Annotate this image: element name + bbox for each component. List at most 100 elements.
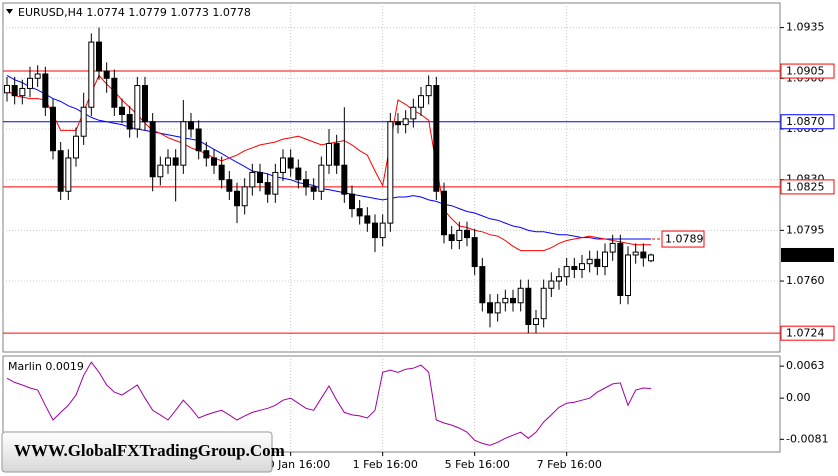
candle-body <box>533 318 539 325</box>
candle-body <box>19 87 26 97</box>
candle-body <box>617 242 624 297</box>
candle-body <box>464 229 470 239</box>
candle-body <box>395 121 401 126</box>
candle-body <box>234 190 240 207</box>
candle-body <box>318 164 325 192</box>
candle-body <box>96 41 102 72</box>
candle-body <box>211 157 217 166</box>
candle-body <box>517 287 524 304</box>
candle-body <box>571 266 578 270</box>
candle-body <box>249 171 256 188</box>
candle-body <box>609 242 616 253</box>
x-tick-label: 1 Feb 16:00 <box>353 458 418 471</box>
candle-body <box>218 164 225 181</box>
candle-body <box>264 182 271 195</box>
candle-body <box>410 106 417 120</box>
level-label-box <box>780 114 835 130</box>
candle-body <box>326 142 332 166</box>
candle-body <box>456 229 463 241</box>
candle-body <box>27 77 33 89</box>
candle-body <box>303 179 309 188</box>
level-label-box <box>780 179 835 195</box>
indicator-tick-label: 0.00 <box>786 391 811 404</box>
candle-body <box>341 164 348 195</box>
candle-body <box>625 254 631 297</box>
candle-body <box>632 251 639 256</box>
candle-body <box>594 258 601 268</box>
level-label: 1.0870 <box>786 115 825 128</box>
y-tick-label: 1.0935 <box>786 21 825 34</box>
annotation-label: 1.0789 <box>665 233 704 246</box>
level-label: 1.0905 <box>786 65 825 78</box>
candle-body <box>356 208 363 217</box>
candle-body <box>502 297 509 304</box>
candle-body <box>510 297 516 304</box>
candle-body <box>556 276 562 282</box>
candle-body <box>402 118 409 126</box>
candle-body <box>42 73 49 108</box>
chart-title: EURUSD,H4 1.0774 1.0779 1.0773 1.0778 <box>18 6 251 19</box>
menu-triangle <box>6 9 13 14</box>
y-tick-label: 1.0760 <box>786 274 825 287</box>
candle-body <box>195 128 202 152</box>
candle-body <box>640 251 647 259</box>
candle-body <box>586 258 593 265</box>
candle-body <box>103 70 110 79</box>
candle-body <box>433 85 440 192</box>
y-tick-label: 1.0795 <box>786 223 825 236</box>
candle-body <box>34 73 41 79</box>
candle-body <box>425 85 432 97</box>
level-label-box <box>780 63 835 79</box>
candle-body <box>295 167 302 181</box>
candle-body <box>372 222 378 239</box>
x-tick-label: 5 Feb 16:00 <box>445 458 510 471</box>
x-tick-label: 30 Jan 16:00 <box>261 458 331 471</box>
candle-body <box>180 121 187 166</box>
indicator-tick-label: 0.0063 <box>786 359 825 372</box>
candle-body <box>65 157 72 192</box>
candle-body <box>73 135 79 159</box>
candle-body <box>364 215 371 224</box>
candle-body <box>149 121 156 178</box>
candle-body <box>111 77 118 108</box>
indicator-title: Marlin 0.0019 <box>8 360 84 373</box>
candle-body <box>471 237 478 268</box>
candle-body <box>157 164 164 178</box>
candle-body <box>494 302 501 314</box>
plot-layer: 1.09351.09001.08651.08301.07951.07600.00… <box>3 3 835 471</box>
candle-body <box>4 85 10 94</box>
candle-body <box>119 106 125 116</box>
x-tick-label: 7 Feb 16:00 <box>537 458 602 471</box>
candle-body <box>479 266 486 304</box>
candle-body <box>525 287 532 325</box>
current-price-label: 1.0778 <box>786 248 825 261</box>
candle-body <box>241 186 248 207</box>
indicator-tick-label: -0.0081 <box>786 432 828 445</box>
annotation-box <box>661 230 705 248</box>
level-label: 1.0825 <box>786 180 825 193</box>
candle-body <box>50 106 56 152</box>
candle-body <box>226 179 233 192</box>
candle-body <box>349 193 355 210</box>
candle-body <box>165 157 171 166</box>
candle-body <box>448 234 455 241</box>
watermark-background <box>1 431 273 473</box>
indicator-line <box>6 361 652 446</box>
candle-body <box>333 142 340 166</box>
candle-body <box>88 41 95 108</box>
candle-body <box>387 121 394 224</box>
candle-body <box>188 121 194 130</box>
candle-body <box>134 85 141 130</box>
candle-body <box>418 95 424 108</box>
candle-body <box>287 157 294 169</box>
watermark: WWW.GlobalFXTradingGroup.Com <box>14 441 285 460</box>
candle-body <box>310 186 317 192</box>
current-price-box <box>781 247 834 262</box>
level-label-box <box>780 325 835 341</box>
candle-body <box>11 85 18 97</box>
candle-body <box>602 251 608 268</box>
candle-body <box>126 114 133 130</box>
candle-body <box>563 266 570 278</box>
watermark-box: WWW.GlobalFXTradingGroup.Com <box>1 431 285 473</box>
candle-body <box>280 157 286 173</box>
